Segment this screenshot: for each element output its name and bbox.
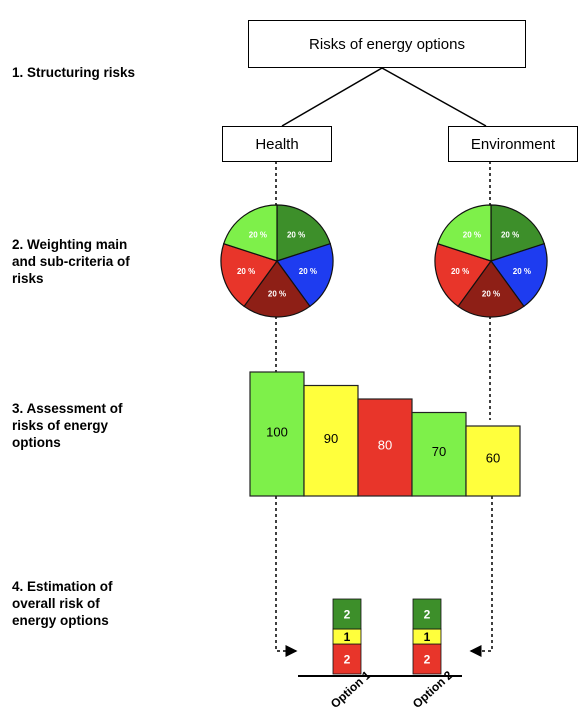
pie-slice xyxy=(276,242,334,308)
assessment-bar-label: 90 xyxy=(324,431,338,446)
option-2-segment-label: 2 xyxy=(424,653,431,667)
assessment-bar-label: 60 xyxy=(486,450,500,465)
pie-slice-label: 20 % xyxy=(513,267,531,276)
pie-slice-label: 20 % xyxy=(482,289,500,298)
assessment-bar-label: 70 xyxy=(432,444,446,459)
step-1-label: 1. Structuring risks xyxy=(12,65,136,80)
pie-slice-label: 20 % xyxy=(237,267,255,276)
pie-slice xyxy=(436,204,492,262)
step-3-label: 3. Assessment of risks of energy options xyxy=(12,401,123,450)
option-1-segment xyxy=(332,598,362,630)
option-2-segment xyxy=(412,643,442,675)
option-2-segment-label: 1 xyxy=(424,630,431,644)
root-label: Risks of energy options xyxy=(309,35,465,53)
pie-chart-2: 20 % 20 % 20 % 20 % 20 % xyxy=(434,204,548,318)
pie-slice-label: 20 % xyxy=(268,289,286,298)
step-2-label: 2. Weighting main and sub-criteria of ri… xyxy=(12,237,130,286)
pie-slice-label: 20 % xyxy=(451,267,469,276)
pie-slice xyxy=(490,204,546,262)
pie-slice xyxy=(434,242,492,308)
criterion-box-health: Health xyxy=(222,126,332,162)
pie-slice xyxy=(220,242,278,308)
pie-slice xyxy=(457,259,525,318)
option-1-segment-label: 2 xyxy=(344,653,351,667)
assessment-bar xyxy=(249,371,305,497)
criterion-label-health: Health xyxy=(255,135,299,153)
tree-line-environment xyxy=(381,67,487,127)
assessment-bar-label: 80 xyxy=(378,437,392,452)
option-1-segment xyxy=(332,643,362,675)
root-box: Risks of energy options xyxy=(248,20,526,68)
option-2-segment-label: 2 xyxy=(424,608,431,622)
pie-slice-label: 20 % xyxy=(299,267,317,276)
tree-line-health xyxy=(281,67,383,127)
pie-slice xyxy=(222,204,278,262)
dashed-arrow-option-1 xyxy=(275,496,298,657)
assessment-bar xyxy=(465,425,521,497)
dashed-arrow-option-2 xyxy=(469,496,493,657)
assessment-bar xyxy=(357,398,413,497)
pie-slice xyxy=(490,242,548,308)
criterion-box-environment: Environment xyxy=(448,126,578,162)
criterion-label-environment: Environment xyxy=(470,135,556,153)
pie-slice-label: 20 % xyxy=(249,231,267,240)
option-2-segment xyxy=(412,598,442,630)
assessment-bar-label: 100 xyxy=(266,424,288,439)
option-1-segment-label: 2 xyxy=(344,608,351,622)
option-1-segment-label: 1 xyxy=(344,630,351,644)
pie-slice-label: 20 % xyxy=(287,231,305,240)
pie-slice xyxy=(276,204,332,262)
pie-slice-label: 20 % xyxy=(463,231,481,240)
assessment-bar xyxy=(411,411,467,497)
pie-slice-label: 20 % xyxy=(501,231,519,240)
assessment-bar xyxy=(303,384,359,497)
pie-slice xyxy=(243,259,311,318)
pie-chart-1: 20 % 20 % 20 % 20 % 20 % xyxy=(220,204,334,318)
step-4-label: 4. Estimation of overall risk of energy … xyxy=(12,579,113,628)
